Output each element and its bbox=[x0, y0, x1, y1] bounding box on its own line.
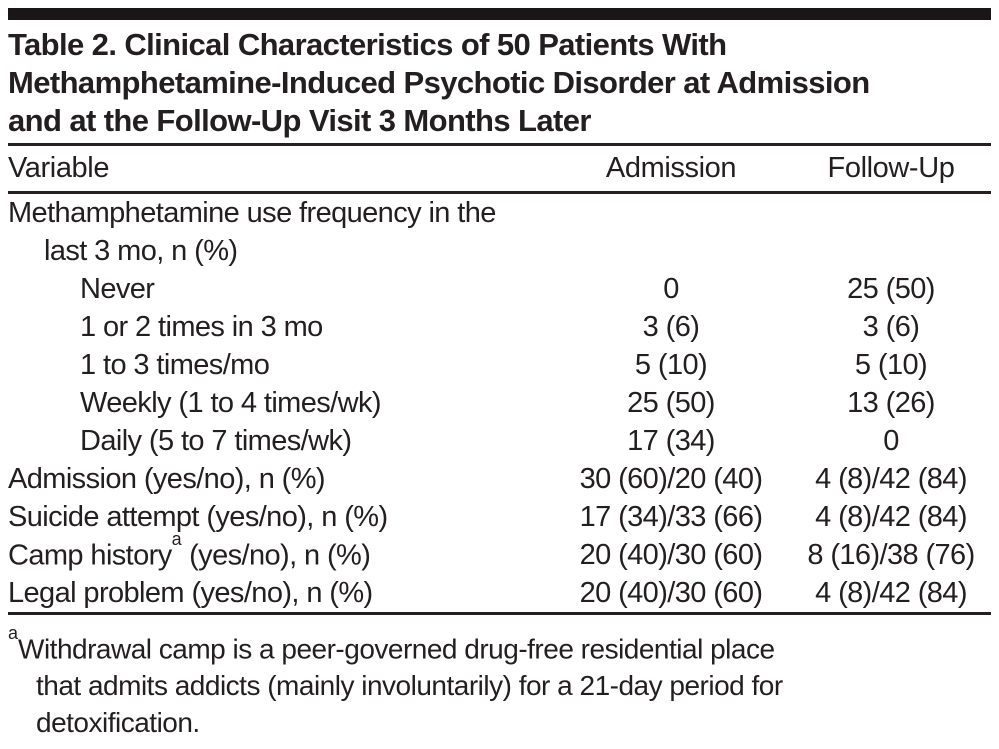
footnote-line: that admits addicts (mainly involuntaril… bbox=[36, 670, 783, 702]
row-label: Never bbox=[80, 272, 155, 305]
admission-value: 0 bbox=[663, 272, 679, 305]
table-row: Camp historya (yes/no), n (%) 20 (40)/30… bbox=[8, 529, 991, 574]
table-row: last 3 mo, n (%) bbox=[8, 232, 991, 270]
top-thick-rule bbox=[8, 8, 991, 20]
table-title-line: Methamphetamine-Induced Psychotic Disord… bbox=[8, 65, 870, 100]
footnote-text: Withdrawal camp is a peer-governed drug-… bbox=[18, 633, 775, 665]
table-row: 1 or 2 times in 3 mo 3 (6) 3 (6) bbox=[8, 308, 991, 346]
follow-up-value: 0 bbox=[883, 424, 899, 457]
body-divider-rule bbox=[8, 612, 991, 615]
header-divider-rule bbox=[8, 191, 991, 194]
title-divider-rule bbox=[8, 143, 991, 146]
row-label: Methamphetamine use frequency in the bbox=[8, 196, 496, 229]
admission-value: 20 (40)/30 (60) bbox=[579, 538, 763, 571]
column-header-follow-up: Follow-Up bbox=[827, 152, 955, 184]
row-label: Weekly (1 to 4 times/wk) bbox=[80, 386, 382, 419]
row-label: last 3 mo, n (%) bbox=[44, 234, 238, 267]
table-title-line: Table 2. Clinical Characteristics of 50 … bbox=[8, 27, 727, 62]
table-footnote: aWithdrawal camp is a peer-governed drug… bbox=[8, 615, 991, 749]
table-row: Weekly (1 to 4 times/wk) 25 (50) 13 (26) bbox=[8, 384, 991, 422]
column-header-admission: Admission bbox=[605, 152, 737, 184]
table-row: Admission (yes/no), n (%) 30 (60)/20 (40… bbox=[8, 460, 991, 498]
table-row: Never 0 25 (50) bbox=[8, 270, 991, 308]
table-body: Methamphetamine use frequency in the las… bbox=[8, 194, 991, 612]
admission-value: 3 (6) bbox=[642, 310, 700, 343]
admission-value: 17 (34) bbox=[627, 424, 715, 457]
table-row: 1 to 3 times/mo 5 (10) 5 (10) bbox=[8, 346, 991, 384]
follow-up-value: 25 (50) bbox=[847, 272, 935, 305]
follow-up-value: 13 (26) bbox=[847, 386, 935, 419]
admission-value: 30 (60)/20 (40) bbox=[579, 462, 763, 495]
table-header-row: Variable Admission Follow-Up bbox=[8, 146, 991, 191]
row-label: 1 or 2 times in 3 mo bbox=[80, 310, 323, 343]
follow-up-value: 4 (8)/42 (84) bbox=[815, 500, 967, 533]
row-label: Suicide attempt (yes/no), n (%) bbox=[8, 500, 388, 533]
table-row: Legal problem (yes/no), n (%) 20 (40)/30… bbox=[8, 574, 991, 612]
admission-value: 20 (40)/30 (60) bbox=[579, 576, 763, 609]
table-row: Suicide attempt (yes/no), n (%) 17 (34)/… bbox=[8, 498, 991, 536]
footnote-marker-superscript: a bbox=[171, 528, 182, 549]
column-header-variable: Variable bbox=[8, 152, 110, 184]
table-title: Table 2. Clinical Characteristics of 50 … bbox=[8, 20, 991, 143]
row-label: Camp historya (yes/no), n (%) bbox=[8, 529, 551, 573]
row-label: 1 to 3 times/mo bbox=[80, 348, 270, 381]
follow-up-value: 8 (16)/38 (76) bbox=[807, 538, 975, 571]
footnote-line: detoxification. bbox=[36, 707, 200, 739]
row-label: Admission (yes/no), n (%) bbox=[8, 462, 326, 495]
table-row: Daily (5 to 7 times/wk) 17 (34) 0 bbox=[8, 422, 991, 460]
row-label: Legal problem (yes/no), n (%) bbox=[8, 576, 373, 609]
follow-up-value: 5 (10) bbox=[854, 348, 928, 381]
row-label: Daily (5 to 7 times/wk) bbox=[80, 424, 352, 457]
row-label-text: (yes/no), n (%) bbox=[181, 539, 371, 572]
admission-value: 25 (50) bbox=[627, 386, 715, 419]
admission-value: 5 (10) bbox=[634, 348, 708, 381]
footnote-marker-superscript: a bbox=[8, 623, 19, 643]
table-title-line: and at the Follow-Up Visit 3 Months Late… bbox=[8, 103, 591, 138]
follow-up-value: 3 (6) bbox=[862, 310, 920, 343]
follow-up-value: 4 (8)/42 (84) bbox=[815, 576, 967, 609]
row-label-text: Camp history bbox=[8, 539, 172, 572]
table-row: Methamphetamine use frequency in the bbox=[8, 194, 991, 232]
follow-up-value: 4 (8)/42 (84) bbox=[815, 462, 967, 495]
admission-value: 17 (34)/33 (66) bbox=[579, 500, 763, 533]
footnote-line: aWithdrawal camp is a peer-governed drug… bbox=[8, 623, 991, 667]
